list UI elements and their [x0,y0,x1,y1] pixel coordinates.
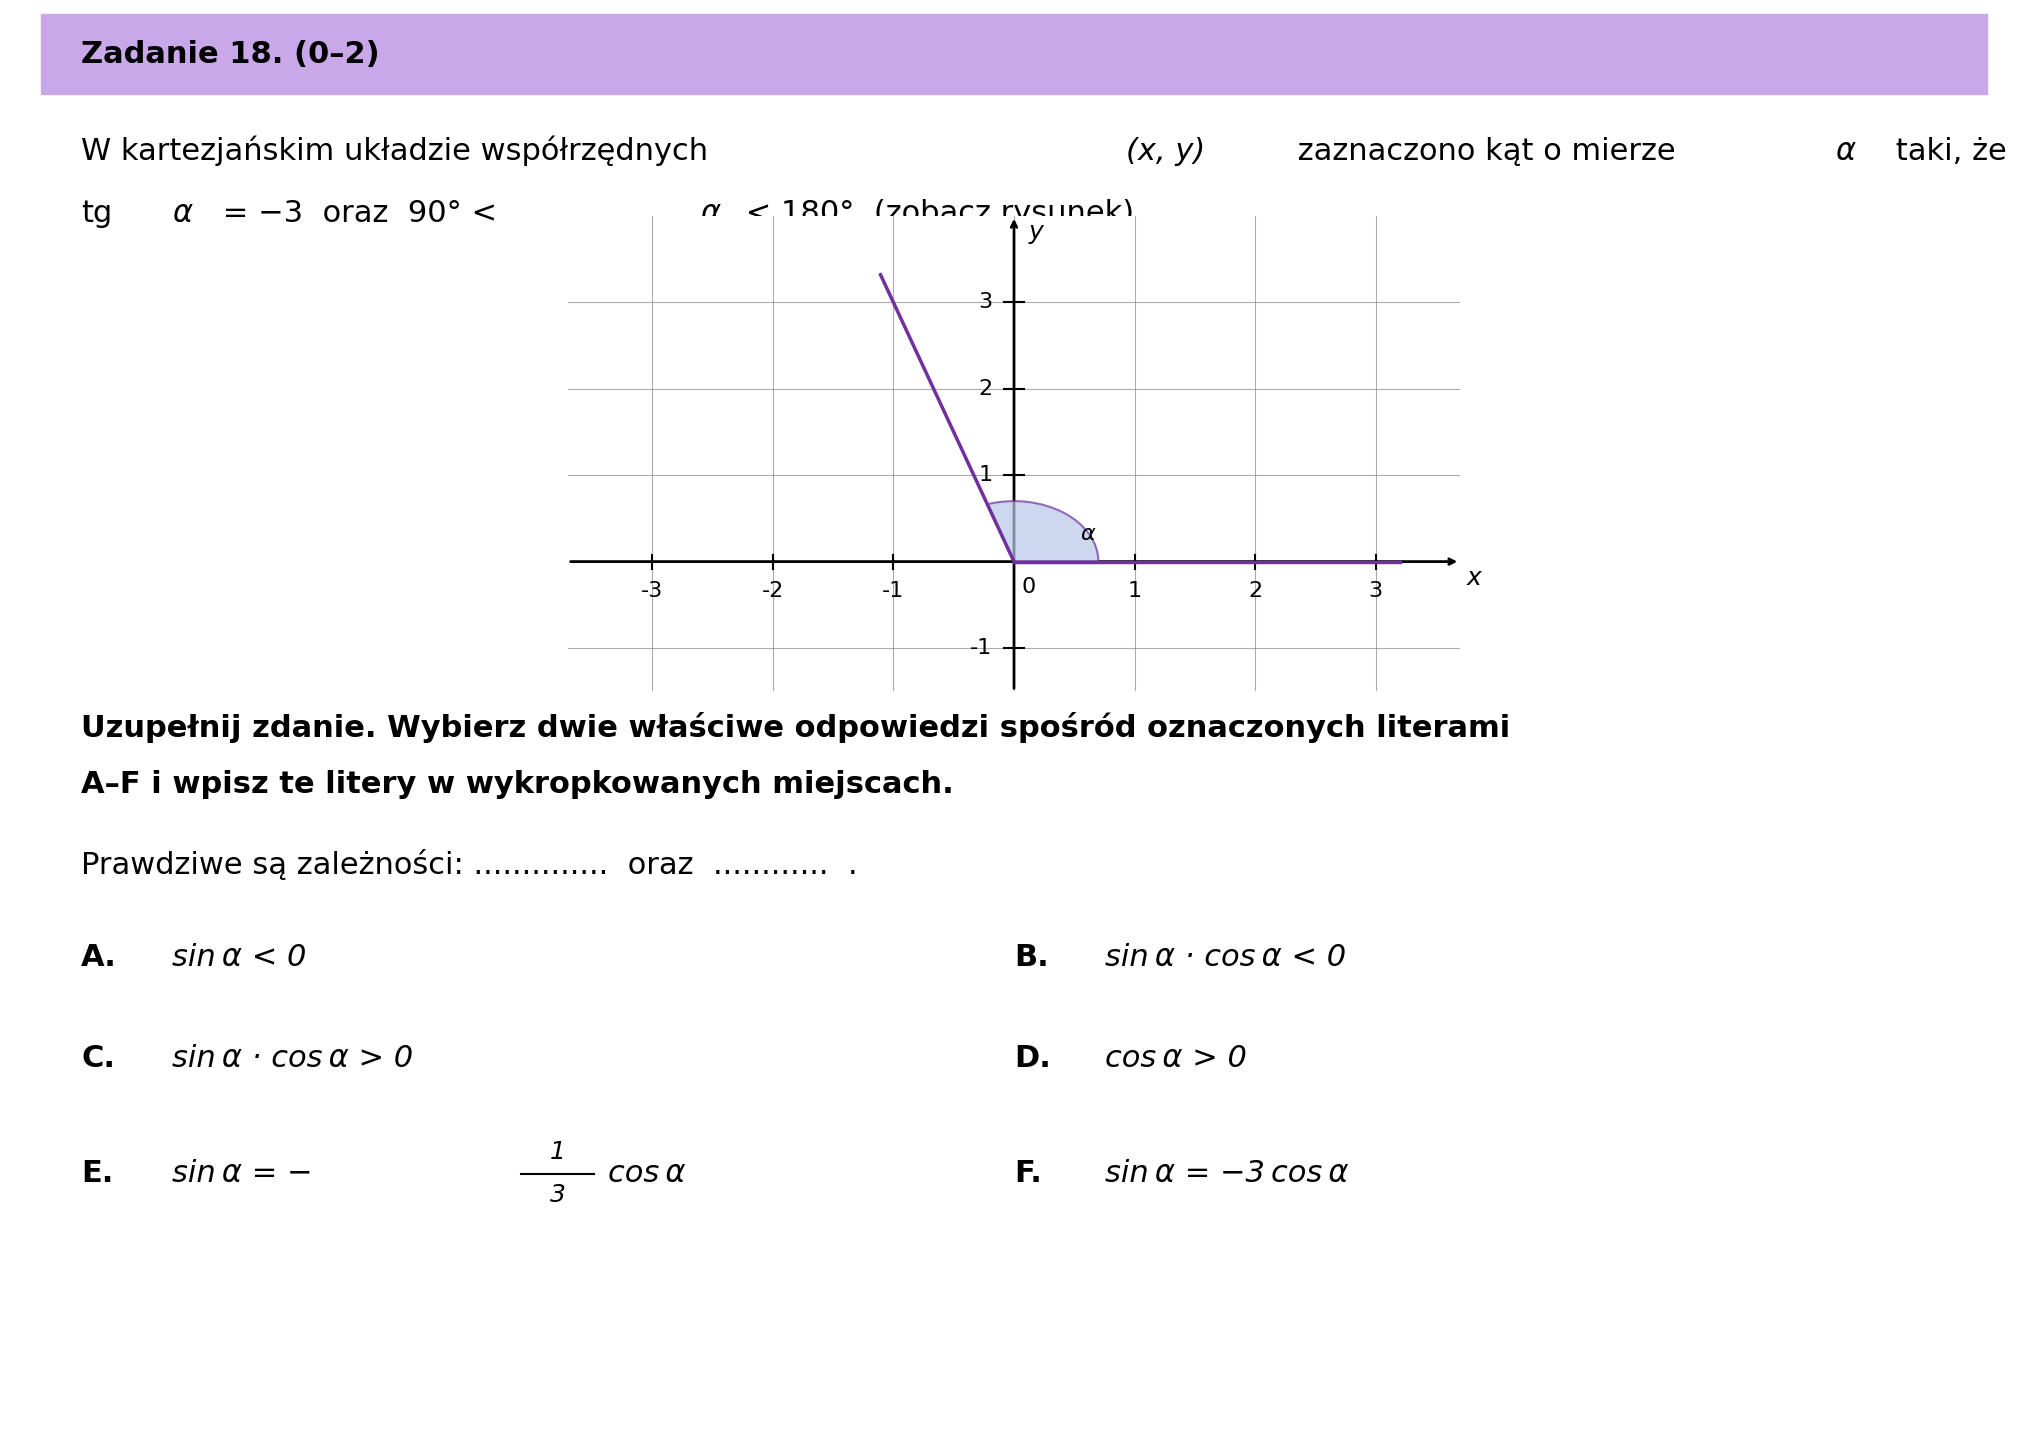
Text: 3: 3 [977,292,992,312]
Text: α: α [172,199,193,228]
Text: F.: F. [1014,1159,1042,1188]
Text: A.: A. [81,943,118,972]
Text: sin α · cos α > 0: sin α · cos α > 0 [172,1044,414,1073]
Text: x: x [1466,566,1480,590]
Text: sin α = −3 cos α: sin α = −3 cos α [1105,1159,1349,1188]
Text: -2: -2 [763,580,785,600]
Text: = −3  oraz  90° <: = −3 oraz 90° < [213,199,507,228]
Text: α: α [700,199,720,228]
Text: 2: 2 [1247,580,1261,600]
Text: -3: -3 [641,580,663,600]
FancyBboxPatch shape [41,14,1987,94]
Text: sin α < 0: sin α < 0 [172,943,306,972]
Text: Prawdziwe są zależności: ..............  oraz  ............  .: Prawdziwe są zależności: .............. … [81,848,858,880]
Text: cos α: cos α [608,1159,685,1188]
Text: -1: -1 [969,638,992,658]
Text: < 180°  (zobacz rysunek).: < 180° (zobacz rysunek). [736,199,1144,228]
Text: 3: 3 [550,1184,566,1207]
Text: zaznaczono kąt o mierze: zaznaczono kąt o mierze [1288,137,1675,166]
Text: α: α [1081,524,1095,544]
Text: cos α > 0: cos α > 0 [1105,1044,1247,1073]
Text: B.: B. [1014,943,1048,972]
Text: (x, y): (x, y) [1126,137,1205,166]
Wedge shape [988,501,1099,562]
Text: 2: 2 [977,379,992,399]
Text: 0: 0 [1022,577,1036,598]
Text: A–F i wpisz te litery w wykropkowanych miejscach.: A–F i wpisz te litery w wykropkowanych m… [81,770,953,799]
Text: 3: 3 [1369,580,1383,600]
Text: W kartezjańskim układzie współrzędnych: W kartezjańskim układzie współrzędnych [81,135,708,167]
Text: Uzupełnij zdanie. Wybierz dwie właściwe odpowiedzi spośród oznaczonych literami: Uzupełnij zdanie. Wybierz dwie właściwe … [81,711,1511,743]
Text: α: α [1835,137,1856,166]
Text: 1: 1 [1128,580,1142,600]
Text: C.: C. [81,1044,116,1073]
Text: tg: tg [81,199,112,228]
Text: taki, że: taki, że [1886,137,2008,166]
Text: sin α · cos α < 0: sin α · cos α < 0 [1105,943,1347,972]
Text: sin α = −: sin α = − [172,1159,312,1188]
Text: Zadanie 18. (0–2): Zadanie 18. (0–2) [81,40,379,69]
Text: -1: -1 [882,580,904,600]
Text: E.: E. [81,1159,114,1188]
Text: y: y [1028,220,1042,245]
Text: D.: D. [1014,1044,1051,1073]
Text: 1: 1 [977,465,992,485]
Text: 1: 1 [550,1140,566,1164]
